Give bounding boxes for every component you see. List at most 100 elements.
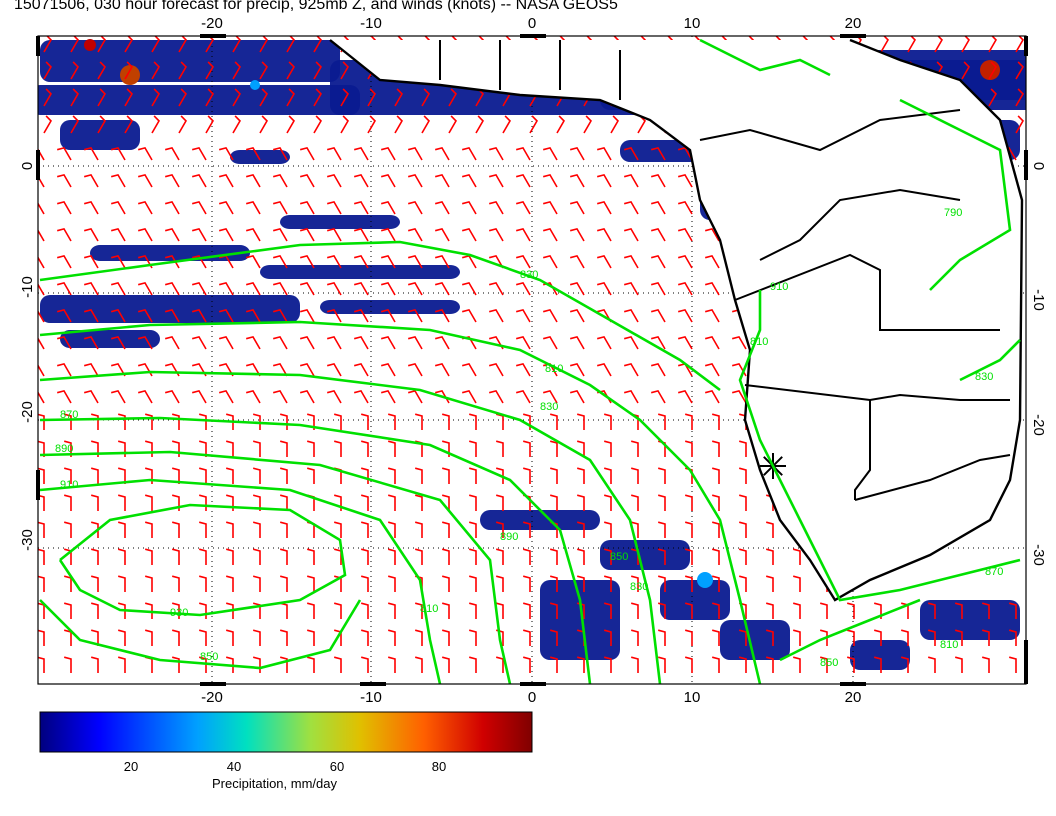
wind-barb bbox=[488, 254, 504, 269]
wind-barb bbox=[137, 227, 153, 242]
wind-barb bbox=[252, 656, 261, 673]
precip-area bbox=[540, 580, 620, 660]
country-border bbox=[854, 400, 871, 500]
wind-barb bbox=[711, 440, 720, 457]
contour-label: 850 bbox=[200, 651, 218, 663]
wind-barb bbox=[407, 227, 423, 242]
wind-barb bbox=[117, 548, 126, 565]
wind-barb bbox=[191, 281, 207, 296]
wind-barb bbox=[630, 656, 639, 673]
wind-barb bbox=[711, 521, 720, 538]
wind-barb bbox=[38, 575, 45, 592]
wind-barb bbox=[110, 389, 126, 404]
wind-barb bbox=[326, 227, 342, 242]
wind-barb bbox=[765, 548, 774, 565]
wind-barb bbox=[83, 227, 99, 242]
wind-barb bbox=[981, 629, 990, 646]
wind-barb bbox=[38, 175, 45, 188]
wind-barb bbox=[191, 308, 207, 323]
wind-barb bbox=[306, 413, 315, 430]
wind-barb bbox=[38, 521, 45, 538]
wind-barb bbox=[961, 36, 970, 53]
wind-barb bbox=[569, 227, 585, 242]
wind-barb bbox=[711, 548, 720, 565]
wind-barb bbox=[299, 281, 315, 296]
wind-barb bbox=[191, 389, 207, 404]
frame-ticks bbox=[36, 34, 1028, 686]
wind-barb bbox=[353, 362, 369, 377]
wind-barb bbox=[70, 115, 79, 134]
wind-barb bbox=[684, 440, 693, 457]
wind-barb bbox=[704, 308, 720, 323]
wind-barb bbox=[576, 548, 585, 565]
wind-barb bbox=[569, 200, 585, 215]
wind-barb bbox=[83, 362, 99, 377]
wind-barb bbox=[407, 362, 423, 377]
wind-barb bbox=[218, 308, 234, 323]
wind-barb bbox=[117, 521, 126, 538]
wind-barb bbox=[495, 413, 504, 430]
wind-barb bbox=[549, 656, 558, 673]
wind-barb bbox=[353, 308, 369, 323]
wind-barb bbox=[90, 575, 99, 592]
wind-barb bbox=[407, 146, 423, 161]
wind-barb bbox=[353, 227, 369, 242]
wind-barb bbox=[542, 389, 558, 404]
wind-barb bbox=[380, 200, 396, 215]
wind-barb bbox=[110, 146, 126, 161]
right-lat-labels: 0 -10 -20 -30 bbox=[1030, 162, 1047, 566]
left-lat-label: -20 bbox=[19, 401, 36, 423]
wind-barb bbox=[117, 494, 126, 511]
wind-barb bbox=[738, 467, 747, 484]
wind-barb bbox=[83, 146, 99, 161]
height-contour bbox=[39, 320, 762, 684]
wind-barb bbox=[164, 200, 180, 215]
wind-barb bbox=[684, 494, 693, 511]
wind-barb bbox=[360, 494, 369, 511]
bottom-lon-label: 0 bbox=[528, 689, 536, 706]
wind-barb bbox=[738, 656, 747, 673]
wind-barb bbox=[56, 227, 72, 242]
wind-barb bbox=[1015, 88, 1024, 107]
height-contour bbox=[39, 450, 512, 684]
contour-label: 850 bbox=[610, 551, 628, 563]
wind-barb bbox=[56, 281, 72, 296]
height-contour bbox=[39, 599, 362, 670]
wind-barb bbox=[171, 575, 180, 592]
wind-barb bbox=[441, 602, 450, 619]
wind-barb bbox=[765, 629, 774, 646]
wind-barb bbox=[657, 548, 666, 565]
wind-barb bbox=[63, 656, 72, 673]
wind-barb bbox=[367, 88, 376, 107]
wind-barb bbox=[468, 602, 477, 619]
wind-barb bbox=[792, 656, 801, 673]
wind-barb bbox=[272, 335, 288, 350]
wind-barb bbox=[880, 36, 889, 53]
wind-barb bbox=[488, 308, 504, 323]
wind-barb bbox=[286, 115, 295, 134]
wind-barb bbox=[326, 335, 342, 350]
wind-barb bbox=[164, 173, 180, 188]
wind-barb bbox=[137, 200, 153, 215]
wind-barb bbox=[191, 335, 207, 350]
wind-barb bbox=[569, 281, 585, 296]
top-lon-label: 10 bbox=[684, 15, 701, 32]
wind-barb bbox=[360, 548, 369, 565]
wind-barb bbox=[394, 115, 403, 134]
precip-area bbox=[60, 330, 160, 348]
wind-barb bbox=[576, 413, 585, 430]
wind-barb bbox=[569, 308, 585, 323]
wind-barb bbox=[468, 413, 477, 430]
wind-barb bbox=[495, 440, 504, 457]
wind-barb bbox=[988, 36, 997, 53]
wind-barb bbox=[360, 440, 369, 457]
wind-barb bbox=[90, 656, 99, 673]
wind-barb bbox=[475, 115, 484, 134]
wind-barb bbox=[792, 575, 801, 592]
wind-barb bbox=[549, 575, 558, 592]
wind-barb bbox=[677, 389, 693, 404]
wind-barb bbox=[522, 575, 531, 592]
wind-barb bbox=[461, 389, 477, 404]
wind-barb bbox=[83, 254, 99, 269]
wind-barb bbox=[441, 575, 450, 592]
